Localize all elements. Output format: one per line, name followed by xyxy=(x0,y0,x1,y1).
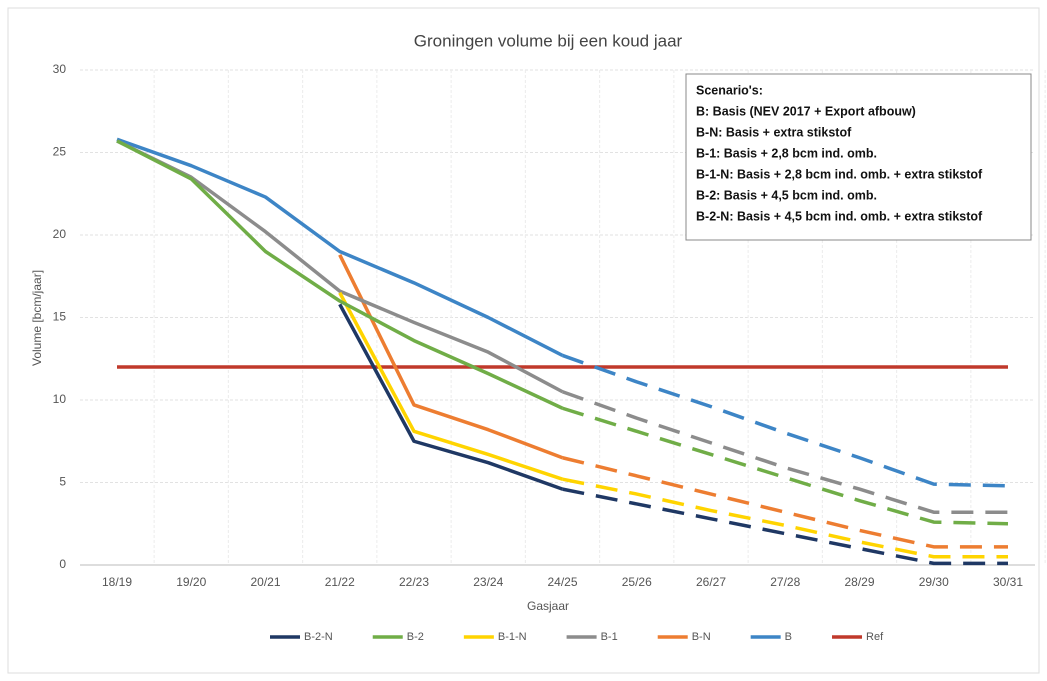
line xyxy=(116,139,564,410)
annotation-title: Scenario's: xyxy=(696,83,763,97)
line xyxy=(338,303,564,491)
line-projection xyxy=(561,406,1009,526)
y-tick-label: 25 xyxy=(53,145,67,159)
line xyxy=(338,254,564,460)
line-projection xyxy=(561,390,1008,514)
x-tick-label: 22/23 xyxy=(399,575,429,589)
chart-frame xyxy=(7,7,1040,674)
x-tick-label: 21/22 xyxy=(325,575,355,589)
scenario-box: Scenario's: B: Basis (NEV 2017 + Export … xyxy=(685,73,1032,241)
legend-label: B-1 xyxy=(601,631,618,643)
y-tick-label: 0 xyxy=(59,557,66,571)
line xyxy=(338,291,564,481)
line-projection xyxy=(562,477,1008,559)
legend-label: B-1-N xyxy=(498,631,527,643)
legend-label: B xyxy=(785,631,792,643)
annotation-line: B-N: Basis + extra stikstof xyxy=(696,125,852,139)
y-axis-label: Volume [bcm/jaar] xyxy=(30,270,44,366)
x-tick-label: 27/28 xyxy=(770,575,800,589)
x-tick-label: 28/29 xyxy=(844,575,874,589)
line xyxy=(116,139,564,394)
x-tick-label: 25/26 xyxy=(622,575,652,589)
y-tick-label: 20 xyxy=(53,227,67,241)
y-tick-label: 15 xyxy=(53,310,67,324)
x-tick-label: 29/30 xyxy=(919,575,949,589)
y-tick-label: 30 xyxy=(53,62,67,76)
annotation-line: B-2: Basis + 4,5 bcm ind. omb. xyxy=(696,188,877,202)
line-projection xyxy=(562,487,1008,566)
y-tick-label: 10 xyxy=(53,392,67,406)
annotation-line: B-2-N: Basis + 4,5 bcm ind. omb. + extra… xyxy=(696,209,983,223)
x-tick-label: 18/19 xyxy=(102,575,132,589)
legend: B-2-N B-2 B-1-N B-1 B-N B Ref xyxy=(270,631,884,643)
legend-label: B-2 xyxy=(407,631,424,643)
x-axis-label: Gasjaar xyxy=(527,599,569,613)
x-tick-label: 23/24 xyxy=(473,575,503,589)
legend-label: Ref xyxy=(866,631,884,643)
x-tick-label: 19/20 xyxy=(176,575,206,589)
y-tick-label: 5 xyxy=(59,475,66,489)
legend-label: B-2-N xyxy=(304,631,333,643)
annotation-line: B: Basis (NEV 2017 + Export afbouw) xyxy=(696,104,916,118)
annotation-line: B-1: Basis + 2,8 bcm ind. omb. xyxy=(696,146,877,160)
x-tick-label: 26/27 xyxy=(696,575,726,589)
x-tick-label: 20/21 xyxy=(250,575,280,589)
annotation-box xyxy=(685,73,1032,241)
chart-title: Groningen volume bij een koud jaar xyxy=(414,31,683,50)
line-projection xyxy=(562,456,1008,549)
annotation-line: B-1-N: Basis + 2,8 bcm ind. omb. + extra… xyxy=(696,167,983,181)
x-tick-label: 30/31 xyxy=(993,575,1023,589)
x-tick-label: 24/25 xyxy=(547,575,577,589)
legend-label: B-N xyxy=(692,631,711,643)
line-projection xyxy=(561,353,1009,488)
line xyxy=(116,137,564,358)
